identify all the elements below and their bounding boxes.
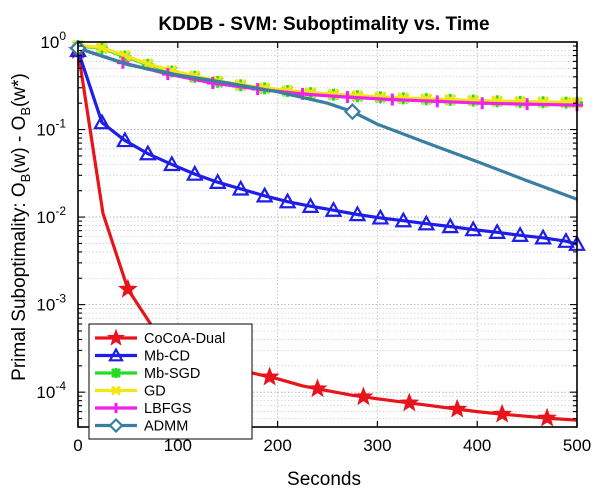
data-point-cocoa-dual — [259, 366, 280, 386]
y-axis-label-tail: (w*) — [9, 73, 30, 107]
data-point-lbfgs — [476, 97, 489, 110]
chart-title: KDDB - SVM: Suboptimality vs. Time — [158, 14, 489, 35]
legend-marker — [111, 403, 121, 413]
legend-label: LBFGS — [144, 401, 192, 417]
x-tick-label: 200 — [263, 436, 291, 455]
legend-label: GD — [144, 384, 166, 400]
data-point-mb-cd — [324, 200, 343, 217]
x-tick-label: 500 — [563, 436, 591, 455]
data-point-mb-cd — [116, 131, 134, 148]
data-point-mb-cd — [162, 155, 181, 172]
data-point-gd — [96, 41, 108, 54]
y-axis-label-mid: (w) - O — [9, 116, 30, 174]
data-point-mb-cd — [301, 196, 320, 213]
y-tick-label: 100 — [40, 29, 66, 52]
data-point-mb-cd — [371, 208, 390, 225]
data-point-mb-cd — [348, 205, 367, 222]
legend-label: ADMM — [144, 419, 188, 435]
grid-lines — [77, 41, 578, 428]
series-line-gd — [77, 43, 578, 104]
legend-item-cocoa-dual: CoCoA-Dual — [95, 328, 225, 347]
data-point-mb-cd — [417, 214, 436, 231]
legend-item-admm: ADMM — [95, 417, 188, 435]
data-point-cocoa-dual — [492, 403, 513, 423]
tick-marks — [77, 41, 578, 428]
legend-item-gd: GD — [95, 384, 166, 400]
data-point-cocoa-dual — [307, 378, 328, 398]
y-axis-label-sub2: B — [18, 107, 33, 116]
data-point-mb-cd — [231, 179, 250, 196]
data-point-mb-cd — [557, 231, 575, 248]
x-tick-label: 100 — [164, 436, 192, 455]
data-point-mb-cd — [488, 223, 507, 240]
y-tick-label: 10-3 — [36, 292, 66, 315]
legend-marker — [107, 328, 125, 346]
x-axis-label: Seconds — [287, 469, 361, 490]
data-point-mb-cd — [511, 225, 529, 242]
y-tick-label: 10-1 — [36, 117, 66, 140]
y-axis-label-sub1: B — [18, 174, 33, 183]
data-point-admm — [343, 103, 362, 121]
data-point-cocoa-dual — [353, 386, 374, 406]
data-point-mb-cd — [208, 172, 227, 189]
tick-labels: 0 100 200 300 400 500 100 10-1 10-2 10-3 10-4 — [36, 29, 591, 455]
data-point-mb-cd — [534, 228, 552, 245]
data-point-lbfgs — [386, 93, 399, 106]
legend-marker — [108, 347, 124, 362]
data-point-lbfgs — [521, 98, 534, 111]
legend-label: CoCoA-Dual — [144, 331, 225, 347]
data-point-lbfgs — [431, 95, 444, 108]
x-tick-label: 0 — [73, 436, 82, 455]
data-point-mb-cd — [255, 186, 274, 203]
x-tick-label: 300 — [363, 436, 391, 455]
data-point-mb-cd — [464, 220, 483, 237]
series-admm — [69, 39, 578, 201]
data-point-cocoa-dual — [447, 398, 468, 418]
data-point-mb-cd — [138, 144, 157, 161]
data-point-mb-cd — [441, 217, 460, 234]
data-point-mb-cd — [93, 113, 111, 130]
data-point-cocoa-dual — [117, 278, 138, 298]
plot-frame — [77, 41, 578, 428]
legend-marker — [108, 417, 124, 434]
legend-item-mb-sgd: Mb-SGD — [95, 366, 200, 382]
y-tick-label: 10-4 — [36, 379, 66, 402]
legend-label: Mb-SGD — [144, 366, 200, 382]
y-axis-label: Primal Suboptimality: OB(w) - OB(w*) — [9, 73, 33, 381]
x-tick-label: 400 — [463, 436, 491, 455]
legend-item-lbfgs: LBFGS — [95, 401, 192, 417]
legend-label: Mb-CD — [144, 349, 190, 365]
series-mb-cd — [69, 41, 586, 251]
data-point-cocoa-dual — [399, 392, 420, 412]
y-tick-label: 10-2 — [36, 204, 66, 227]
data-point-mb-cd — [394, 211, 413, 228]
legend-marker — [110, 367, 122, 379]
legend-item-mb-cd: Mb-CD — [95, 347, 190, 365]
data-point-lbfgs — [341, 91, 354, 104]
y-axis-label-main: Primal Suboptimality: O — [9, 182, 30, 381]
data-point-mb-cd — [278, 192, 297, 209]
legend-marker — [110, 385, 122, 396]
data-point-cocoa-dual — [537, 407, 557, 427]
series-line-admm — [77, 46, 578, 201]
data-point-mb-cd — [185, 164, 204, 181]
series-line-mb-cd — [76, 49, 578, 246]
